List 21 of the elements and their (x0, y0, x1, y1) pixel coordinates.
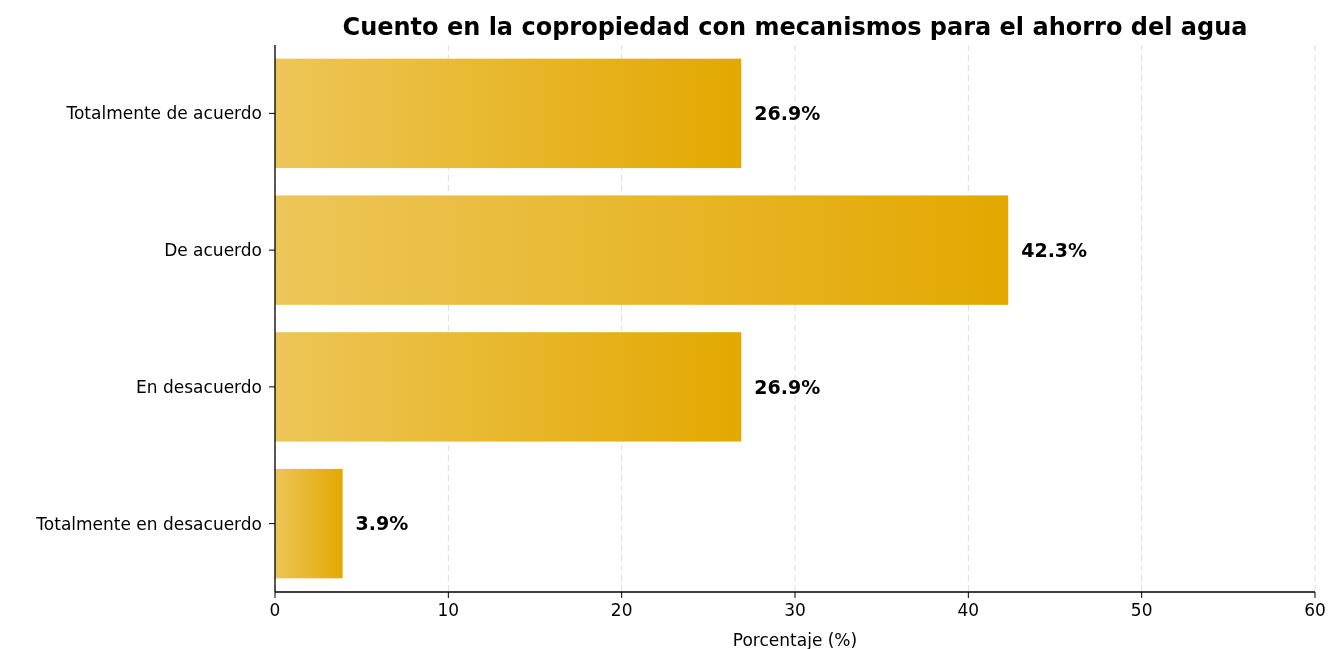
bar (275, 332, 742, 442)
data-label: 3.9% (355, 512, 409, 535)
x-tick-label: 0 (269, 600, 281, 620)
x-tick-label: 50 (1130, 600, 1153, 620)
chart-title: Cuento en la copropiedad con mecanismos para el ahorro del agua (342, 13, 1248, 41)
x-tick-label: 20 (610, 600, 633, 620)
data-label: 26.9% (754, 102, 821, 125)
y-tick-label: Totalmente en desacuerdo (35, 513, 262, 534)
data-label: 26.9% (754, 375, 821, 398)
bar (275, 58, 742, 169)
x-tick-label: 30 (784, 600, 806, 620)
x-axis-title: Porcentaje (%) (732, 630, 858, 649)
x-tick-label: 60 (1304, 600, 1326, 620)
y-tick-label: De acuerdo (164, 240, 262, 261)
x-tick-label: 40 (957, 600, 980, 620)
bar (275, 468, 343, 579)
x-tick-label: 10 (437, 600, 460, 620)
y-tick-label: En desacuerdo (136, 376, 262, 397)
data-label: 42.3% (1021, 238, 1088, 261)
bar (275, 195, 1009, 305)
y-tick-label: Totalmente de acuerdo (65, 103, 262, 124)
